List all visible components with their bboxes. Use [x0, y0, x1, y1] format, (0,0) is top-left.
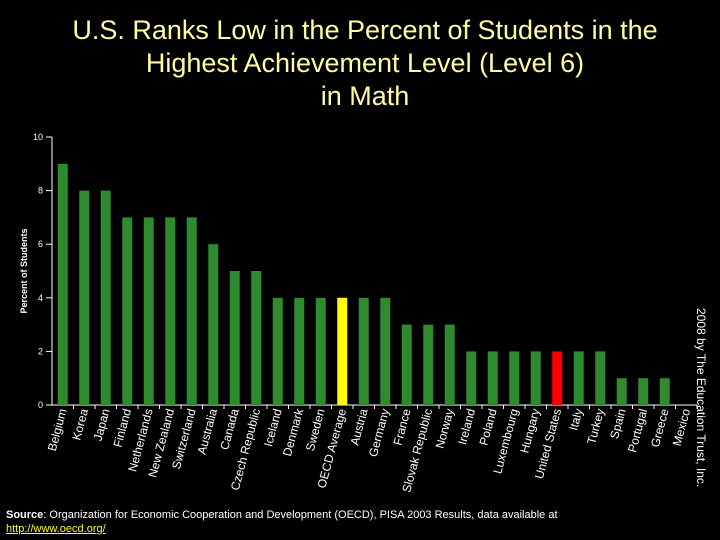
bar [251, 271, 262, 405]
bar [208, 244, 219, 405]
source-link[interactable]: http://www.oecd.org/ [6, 523, 106, 535]
y-tick-label: 8 [38, 186, 43, 196]
category-label: Korea [69, 407, 91, 442]
bar [143, 217, 154, 405]
chart-axes: 0 2 4 6 8 10 [33, 132, 698, 410]
category-label: Denmark [280, 406, 306, 458]
category-label: Ireland [455, 407, 478, 446]
bar [122, 217, 133, 405]
bar [423, 324, 434, 405]
bar [165, 217, 176, 405]
title-line-1: U.S. Ranks Low in the Percent of Student… [72, 15, 658, 45]
category-label: Mexico [670, 407, 693, 448]
bar [57, 163, 68, 405]
category-label: Germany [366, 407, 392, 458]
bar [552, 351, 563, 405]
bar [444, 324, 455, 405]
category-label: Iceland [261, 407, 285, 448]
title-line-3: in Math [320, 81, 410, 111]
bar [358, 297, 369, 405]
bar [466, 351, 477, 405]
y-tick-label: 4 [38, 293, 43, 303]
bar [595, 351, 606, 405]
bar [272, 297, 283, 405]
bar [294, 297, 305, 405]
bar [229, 271, 240, 405]
category-label: Finland [110, 407, 134, 449]
title-line-2: Highest Achievement Level (Level 6) [145, 48, 585, 78]
y-tick-label: 0 [38, 400, 43, 410]
bar [337, 297, 348, 405]
category-label: Belgium [45, 407, 70, 453]
source-label: Source [6, 509, 44, 521]
bar [638, 378, 649, 405]
bar [79, 190, 90, 405]
y-axis-label: Percent of Students [19, 228, 29, 313]
y-tick-label: 6 [38, 239, 43, 249]
category-label: Turkey [584, 407, 607, 446]
chart-title: U.S. Ranks Low in the Percent of Student… [0, 14, 720, 113]
category-label: Canada [217, 407, 241, 452]
bar [380, 297, 391, 405]
copyright-notice: 2008 by The Education Trust, Inc. [694, 308, 708, 488]
bar [530, 351, 541, 405]
bar [186, 217, 197, 405]
source-note: Source: Organization for Economic Cooper… [6, 508, 558, 536]
category-label: Poland [476, 407, 499, 447]
bar [401, 324, 412, 405]
bar [315, 297, 326, 405]
category-label: Austria [347, 407, 370, 447]
category-label: Japan [91, 407, 113, 442]
y-tick-label: 2 [38, 346, 43, 356]
bar [616, 378, 627, 405]
category-label: France [390, 407, 413, 447]
bar [509, 351, 520, 405]
y-tick-label: 10 [33, 132, 43, 142]
category-label: Norway [433, 407, 457, 450]
bar [659, 378, 670, 405]
category-label: Portugal [625, 407, 650, 454]
bar [573, 351, 584, 405]
bar [487, 351, 498, 405]
source-text: : Organization for Economic Cooperation … [43, 509, 558, 521]
chart-bars [57, 163, 670, 405]
category-label: Greece [648, 407, 672, 449]
category-label: Sweden [303, 407, 328, 453]
bar [100, 190, 111, 405]
category-label: Italy [566, 407, 585, 432]
category-label: Spain [607, 407, 628, 440]
